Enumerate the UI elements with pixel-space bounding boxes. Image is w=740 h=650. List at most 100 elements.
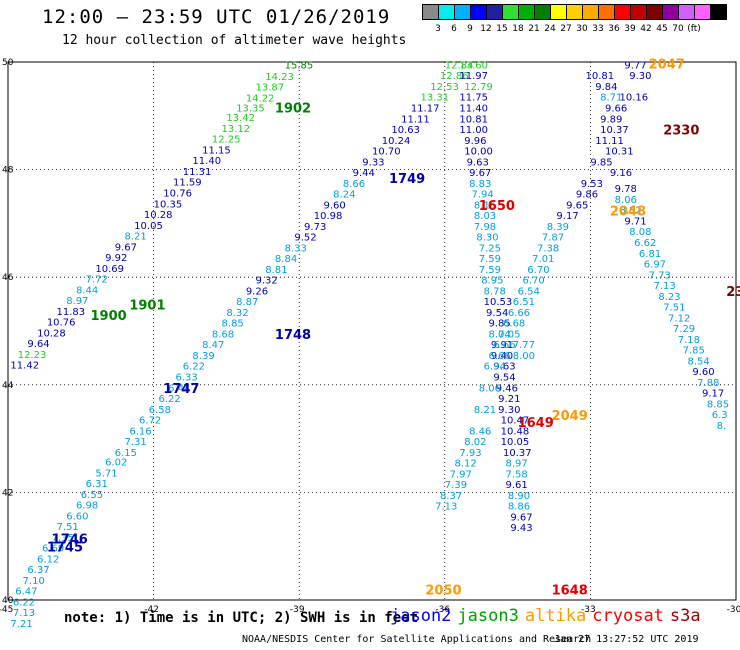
wave-height-value: 9.52	[294, 233, 316, 244]
wave-height-value: 9.54	[486, 308, 508, 319]
wave-height-value: 8.44	[76, 285, 98, 296]
wave-height-value: 7.88	[697, 378, 719, 389]
scale-label: 33	[592, 24, 604, 34]
wave-height-value: 8.12	[455, 459, 477, 470]
x-tick-label: -45	[0, 605, 13, 615]
footnote: note: 1) Time is in UTC; 2) SWH is in fe…	[64, 610, 419, 626]
wave-height-value: 8.54	[687, 356, 709, 367]
scale-label: 27	[560, 24, 572, 34]
wave-height-value: 10.31	[605, 147, 634, 158]
wave-height-value: 7.51	[663, 303, 685, 314]
wave-height-value: 9.54	[493, 372, 515, 383]
wave-height-value: 7.35	[52, 533, 74, 544]
wave-height-value: 6.66	[488, 351, 510, 362]
wave-height-value: 11.11	[401, 114, 430, 125]
wave-height-value: 8.24	[333, 190, 355, 201]
wave-height-value: 8.21	[474, 405, 496, 416]
wave-height-value: 10.24	[382, 136, 411, 147]
wave-height-value: 7.73	[649, 270, 671, 281]
wave-height-value: 11.83	[57, 307, 86, 318]
wave-height-value: 11.31	[183, 167, 212, 178]
wave-height-value: 9.67	[115, 242, 137, 253]
wave-height-value: 9.85	[488, 319, 510, 330]
wave-height-value: 9.33	[362, 157, 384, 168]
wave-height-value: 10.35	[154, 199, 183, 210]
pass-time-label: 1901	[129, 298, 165, 313]
scale-label: 12	[480, 24, 492, 34]
scale-label: 39	[624, 24, 636, 34]
wave-height-value: 11.17	[411, 103, 440, 114]
wave-height-value: 6.94	[484, 362, 506, 373]
map-subtitle: 12 hour collection of altimeter wave hei…	[62, 33, 407, 48]
wave-height-value: 6.22	[13, 597, 35, 608]
legend-altika: altika	[524, 606, 587, 626]
credit-line: NOAA/NESDIS Center for Satellite Applica…	[242, 634, 592, 645]
wave-height-value: 9.67	[510, 512, 532, 523]
wave-height-value: 7.13	[435, 502, 457, 513]
wave-height-value: 9.53	[581, 179, 603, 190]
wave-height-value: 6.70	[527, 265, 549, 276]
wave-height-value: 6.02	[105, 458, 127, 469]
wave-height-value: 6.62	[634, 238, 656, 249]
wave-height-value: 6.66	[508, 308, 530, 319]
legend-cryosat: cryosat	[592, 606, 664, 626]
wave-height-value: 11.42	[10, 361, 39, 372]
wave-height-value: 9.86	[576, 190, 598, 201]
wave-height-value: 13.31	[421, 93, 450, 104]
wave-height-value: 12.84	[445, 60, 474, 71]
y-tick-label: 40	[2, 596, 14, 606]
wave-height-value: 9.26	[246, 286, 268, 297]
wave-height-value: 6.3	[712, 410, 728, 421]
pass-time-label: 2049	[552, 409, 588, 424]
wave-height-value: 10.76	[163, 189, 192, 200]
wave-height-value: 6.51	[513, 297, 535, 308]
wave-height-value: 7.01	[532, 254, 554, 265]
wave-height-value: 8.33	[285, 243, 307, 254]
pass-time-label: 1902	[275, 102, 311, 117]
wave-height-value: 8.66	[343, 179, 365, 190]
x-tick-label: -39	[290, 605, 305, 615]
wave-height-value: 8.23	[658, 292, 680, 303]
wave-height-value: 9.92	[105, 253, 127, 264]
scale-label: 24	[544, 24, 556, 34]
map-title: 12:00 – 23:59 UTC 01/26/2019	[42, 6, 391, 28]
wave-height-value: 9.64	[27, 339, 49, 350]
wave-height-value: 13.35	[236, 103, 265, 114]
wave-height-value: 12.53	[430, 82, 459, 93]
pass-time-label: 2329	[726, 285, 740, 300]
wave-height-value: 8.00	[513, 351, 535, 362]
legend-jason3: jason3	[457, 606, 519, 626]
wave-height-value: 7.21	[10, 619, 32, 630]
wave-height-value: 7.93	[459, 448, 481, 459]
y-tick-label: 42	[2, 488, 13, 498]
wave-height-value: 9.85	[590, 157, 612, 168]
wave-height-value: 6.54	[518, 286, 540, 297]
wave-height-value: 9.77	[624, 60, 646, 71]
wave-height-value: 7.29	[673, 324, 695, 335]
y-tick-label: 50	[2, 58, 14, 68]
wave-height-value: 8.03	[474, 211, 496, 222]
wave-height-value: 8.32	[226, 308, 248, 319]
wave-height-value: 5.71	[95, 468, 117, 479]
wave-height-value: 8.37	[440, 491, 462, 502]
wave-height-value: 6.31	[86, 479, 108, 490]
wave-height-value: 8.87	[236, 297, 258, 308]
pass-time-label: 1648	[552, 584, 588, 599]
wave-height-value: 8.82	[620, 206, 642, 217]
wave-height-value: 8.86	[508, 502, 530, 513]
wave-height-value: 7.58	[505, 469, 527, 480]
wave-height-value: 7.31	[124, 437, 146, 448]
wave-height-value: 8.	[717, 421, 727, 432]
wave-height-value: 8.85	[707, 399, 729, 410]
y-tick-label: 44	[2, 381, 14, 391]
wave-height-value: 8.46	[469, 426, 491, 437]
pass-time-label: 1745	[47, 541, 83, 556]
scale-label: 3	[435, 24, 441, 34]
wave-height-value: 11.40	[192, 156, 221, 167]
wave-height-value: 6.22	[158, 394, 180, 405]
wave-height-value: 6.72	[139, 416, 161, 427]
wave-height-value: 10.98	[314, 211, 343, 222]
scale-label: 36	[608, 24, 620, 34]
scale-label: 30	[576, 24, 588, 34]
